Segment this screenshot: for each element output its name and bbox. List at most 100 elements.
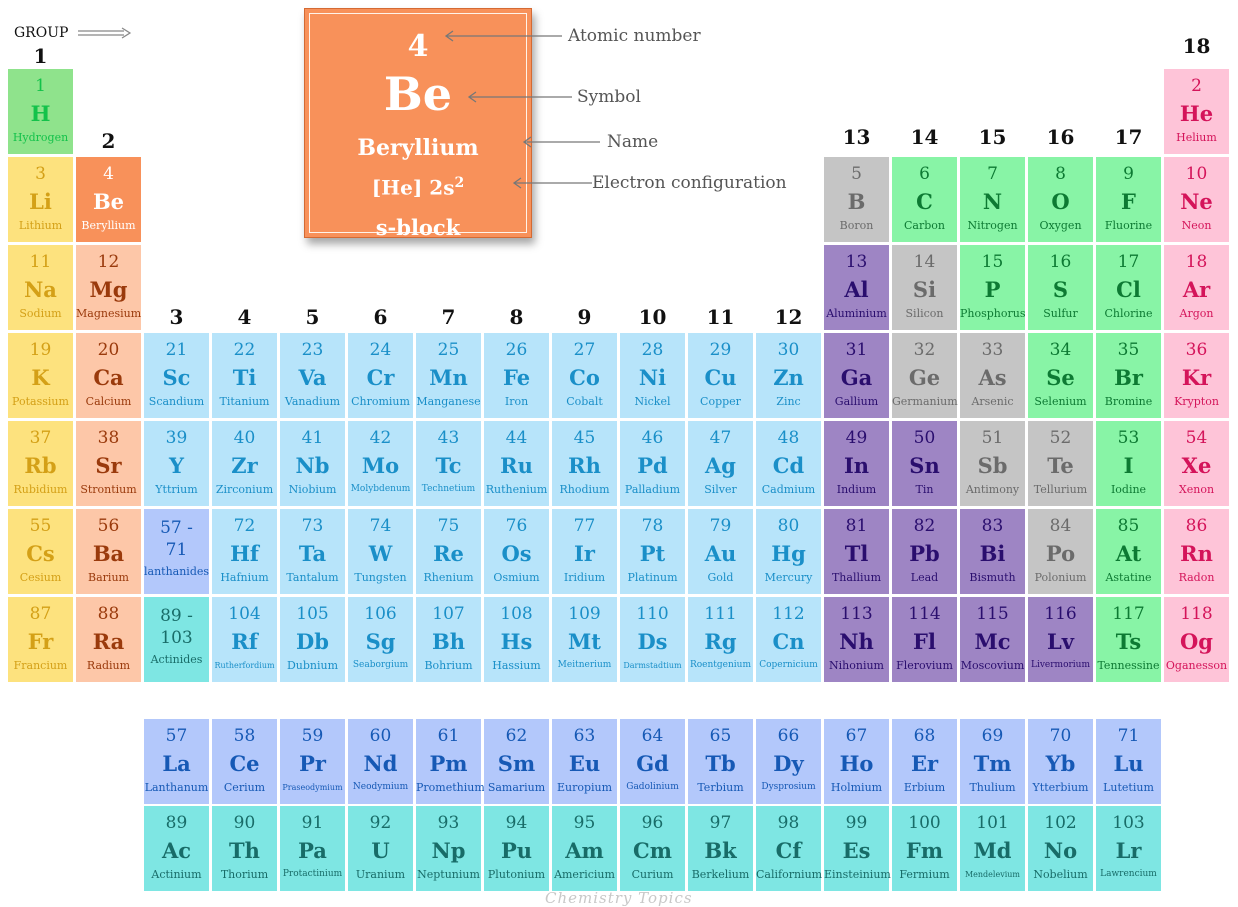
group-number-8: 8 xyxy=(509,305,524,329)
legend-symbol: Be xyxy=(383,67,453,121)
atomic-number: 56 xyxy=(97,516,120,536)
element-cell-molybdenum: 42 Mo Molybdenum xyxy=(348,421,413,506)
element-name: Darmstadtium xyxy=(623,661,682,670)
element-symbol: Os xyxy=(501,541,532,566)
element-cell-oganesson: 118 Og Oganesson xyxy=(1164,597,1229,682)
element-symbol: H xyxy=(30,101,51,126)
group-number-5: 5 xyxy=(305,305,320,329)
watermark: Chemistry Topics xyxy=(545,889,693,907)
element-symbol: B xyxy=(847,189,866,214)
element-name: Livermorium xyxy=(1030,660,1091,670)
element-name: Selenium xyxy=(1034,395,1087,408)
element-symbol: P xyxy=(984,277,1001,302)
atomic-number: 70 xyxy=(1049,726,1072,746)
element-symbol: Gd xyxy=(636,751,669,776)
element-symbol: Ir xyxy=(574,541,595,566)
atomic-number: 23 xyxy=(301,340,324,360)
element-symbol: Br xyxy=(1114,365,1143,390)
element-symbol: Rb xyxy=(24,453,57,478)
element-name: Cesium xyxy=(19,571,62,584)
element-symbol: In xyxy=(843,453,870,478)
element-symbol: Ts xyxy=(1115,629,1142,654)
element-symbol: Cs xyxy=(26,541,55,566)
element-name: Lithium xyxy=(18,219,63,232)
element-name: Osmium xyxy=(493,571,540,584)
element-name: Radium xyxy=(86,659,131,672)
element-symbol: Te xyxy=(1047,453,1074,478)
element-symbol: Zr xyxy=(231,453,258,478)
element-cell-neptunium: 93 Np Neptunium xyxy=(416,806,481,891)
element-name: Arsenic xyxy=(971,395,1014,408)
element-name: Californium xyxy=(756,868,823,881)
element-cell-darmstadtium: 110 Ds Darmstadtium xyxy=(620,597,685,682)
element-name: Chromium xyxy=(351,395,410,408)
element-symbol: Sn xyxy=(909,453,940,478)
element-cell-polonium: 84 Po Polonium xyxy=(1028,509,1093,594)
atomic-number: 66 xyxy=(777,726,800,746)
atomic-number: 9 xyxy=(1123,164,1134,184)
element-name: Nitrogen xyxy=(967,219,1018,232)
element-symbol: S xyxy=(1052,277,1069,302)
element-symbol: Nh xyxy=(839,629,874,654)
element-cell-flerovium: 114 Fl Flerovium xyxy=(892,597,957,682)
annotation-electron-configuration: Electron configuration xyxy=(592,173,787,193)
element-symbol: Y xyxy=(169,453,184,478)
element-symbol: O xyxy=(1051,189,1070,214)
atomic-number: 57 xyxy=(165,726,188,746)
element-cell-bromine: 35 Br Bromine xyxy=(1096,333,1161,418)
element-name: Neodymium xyxy=(352,782,409,792)
element-name: Titanium xyxy=(219,395,270,408)
element-symbol: Lv xyxy=(1047,629,1074,654)
element-symbol: Er xyxy=(910,751,939,776)
arrow-configuration-icon xyxy=(512,177,592,189)
element-name: Curium xyxy=(631,868,674,881)
element-name: Polonium xyxy=(1034,571,1087,584)
legend-atomic-number: 4 xyxy=(407,29,429,64)
element-name: Gold xyxy=(707,571,734,584)
element-name: Lawrencium xyxy=(1100,869,1157,879)
atomic-number: 65 xyxy=(709,726,732,746)
element-cell-lithium: 3 Li Lithium xyxy=(8,157,73,242)
element-symbol: C xyxy=(916,189,933,214)
element-name: Krypton xyxy=(1174,395,1219,408)
element-cell-uranium: 92 U Uranium xyxy=(348,806,413,891)
element-symbol: Hf xyxy=(230,541,259,566)
element-name: Gallium xyxy=(834,395,879,408)
element-symbol: Rh xyxy=(568,453,601,478)
element-name: Chlorine xyxy=(1104,307,1153,320)
atomic-number: 3 xyxy=(35,164,46,184)
element-cell-iodine: 53 I Iodine xyxy=(1096,421,1161,506)
element-cell-einsteinium: 99 Es Einsteinium xyxy=(824,806,891,891)
element-symbol: Ar xyxy=(1182,277,1211,302)
element-symbol: Lr xyxy=(1115,838,1142,863)
group-number-12: 12 xyxy=(774,305,803,329)
element-symbol: Pr xyxy=(299,751,326,776)
element-symbol: Co xyxy=(569,365,600,390)
element-cell-praseodymium: 59 Pr Praseodymium xyxy=(280,719,345,804)
atomic-number: 55 xyxy=(29,516,52,536)
element-symbol: Np xyxy=(431,838,466,863)
element-cell-cesium: 55 Cs Cesium xyxy=(8,509,73,594)
atomic-number: 45 xyxy=(573,428,596,448)
element-cell-cobalt: 27 Co Cobalt xyxy=(552,333,617,418)
atomic-number: 33 xyxy=(981,340,1004,360)
atomic-number: 76 xyxy=(505,516,528,536)
element-cell-radium: 88 Ra Radium xyxy=(76,597,141,682)
element-name: Scandium xyxy=(148,395,205,408)
atomic-number: 25 xyxy=(437,340,460,360)
atomic-number: 13 xyxy=(845,252,868,272)
element-cell-palladium: 46 Pd Palladium xyxy=(620,421,685,506)
element-cell-astatine: 85 At Astatine xyxy=(1096,509,1161,594)
element-name: Xenon xyxy=(1178,483,1215,496)
element-symbol: Cf xyxy=(775,838,802,863)
element-name: Palladium xyxy=(624,483,681,496)
atomic-number: 51 xyxy=(981,428,1004,448)
element-name: Nihonium xyxy=(829,659,884,672)
element-cell-beryllium: 4 Be Beryllium xyxy=(76,157,141,242)
element-name: Boron xyxy=(839,219,874,232)
atomic-number: 113 xyxy=(840,604,873,624)
atomic-number: 82 xyxy=(913,516,936,536)
element-name: Astatine xyxy=(1105,571,1152,584)
group-number-3: 3 xyxy=(169,305,184,329)
atomic-number: 1 xyxy=(35,76,46,96)
